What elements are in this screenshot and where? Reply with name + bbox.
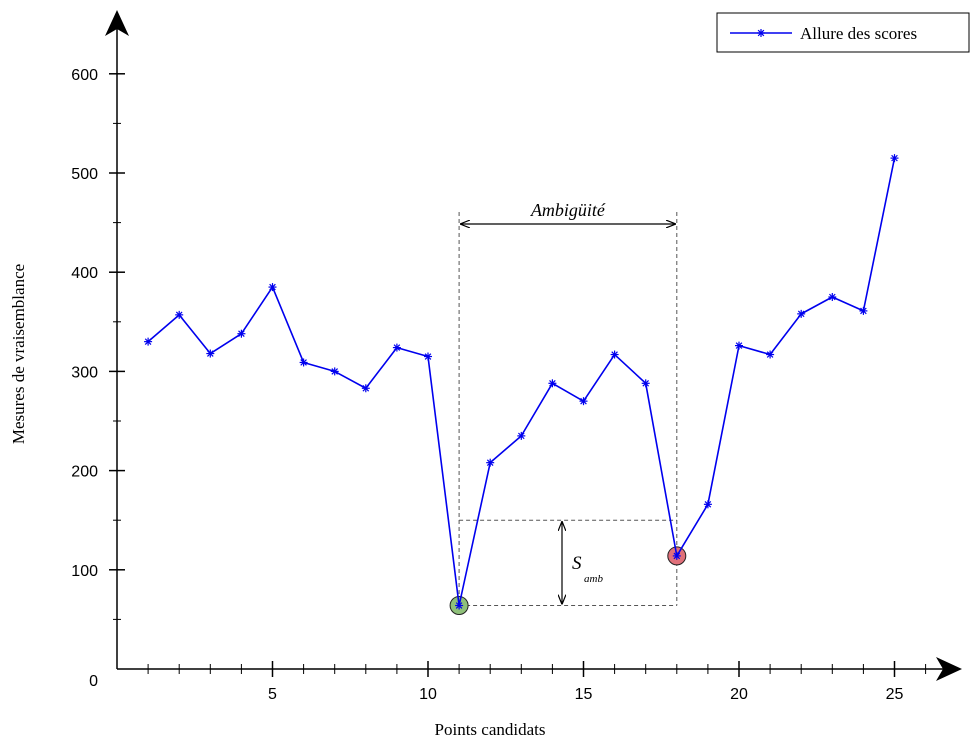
data-point [237,329,246,338]
data-point [859,306,868,315]
data-point [361,384,370,393]
data-point [828,293,837,301]
legend-label: Allure des scores [800,24,917,43]
data-point [424,352,432,361]
y-tick-label: 600 [71,67,98,84]
data-point [766,350,775,359]
data-point [175,310,184,319]
x-tick-label: 15 [575,686,593,703]
y-tick-label: 500 [71,166,98,183]
data-point [610,350,619,359]
x-tick-label: 20 [730,686,748,703]
y-axis-arrow-icon [105,10,129,36]
s-amb-subscript: amb [584,573,603,585]
y-tick-label: 200 [71,464,98,481]
data-point [548,379,557,388]
data-point [890,154,899,163]
data-point [517,431,526,440]
data-point [299,358,308,367]
data-point [144,337,153,346]
x-tick-label: 5 [268,686,277,703]
y-tick-label: 100 [71,563,98,580]
data-point [392,343,401,352]
data-point [330,367,339,376]
series-line [147,157,896,607]
y-tick-label: 0 [89,673,98,690]
ambiguity-label: Ambigüité [530,200,606,220]
y-tick-label: 400 [71,265,98,282]
data-point [579,397,588,406]
data-point [797,309,806,318]
x-axis-title: Points candidats [435,720,546,739]
x-tick-label: 25 [886,686,904,703]
legend: Allure des scores [716,12,970,53]
data-point [455,601,464,610]
s-amb-label: S [572,553,582,574]
data-point [672,551,681,560]
data-point [703,500,712,509]
y-tick-label: 300 [71,364,98,381]
legend-star-marker [757,29,765,37]
y-axis-title: Mesures de vraisemblance [9,264,28,444]
x-tick-label: 10 [419,686,437,703]
data-point [641,379,650,388]
data-point [486,458,495,467]
x-axis-arrow-icon [936,657,962,681]
data-point [268,283,277,292]
data-point [206,349,215,358]
legend-marker-star [757,29,765,37]
data-point [735,341,743,350]
